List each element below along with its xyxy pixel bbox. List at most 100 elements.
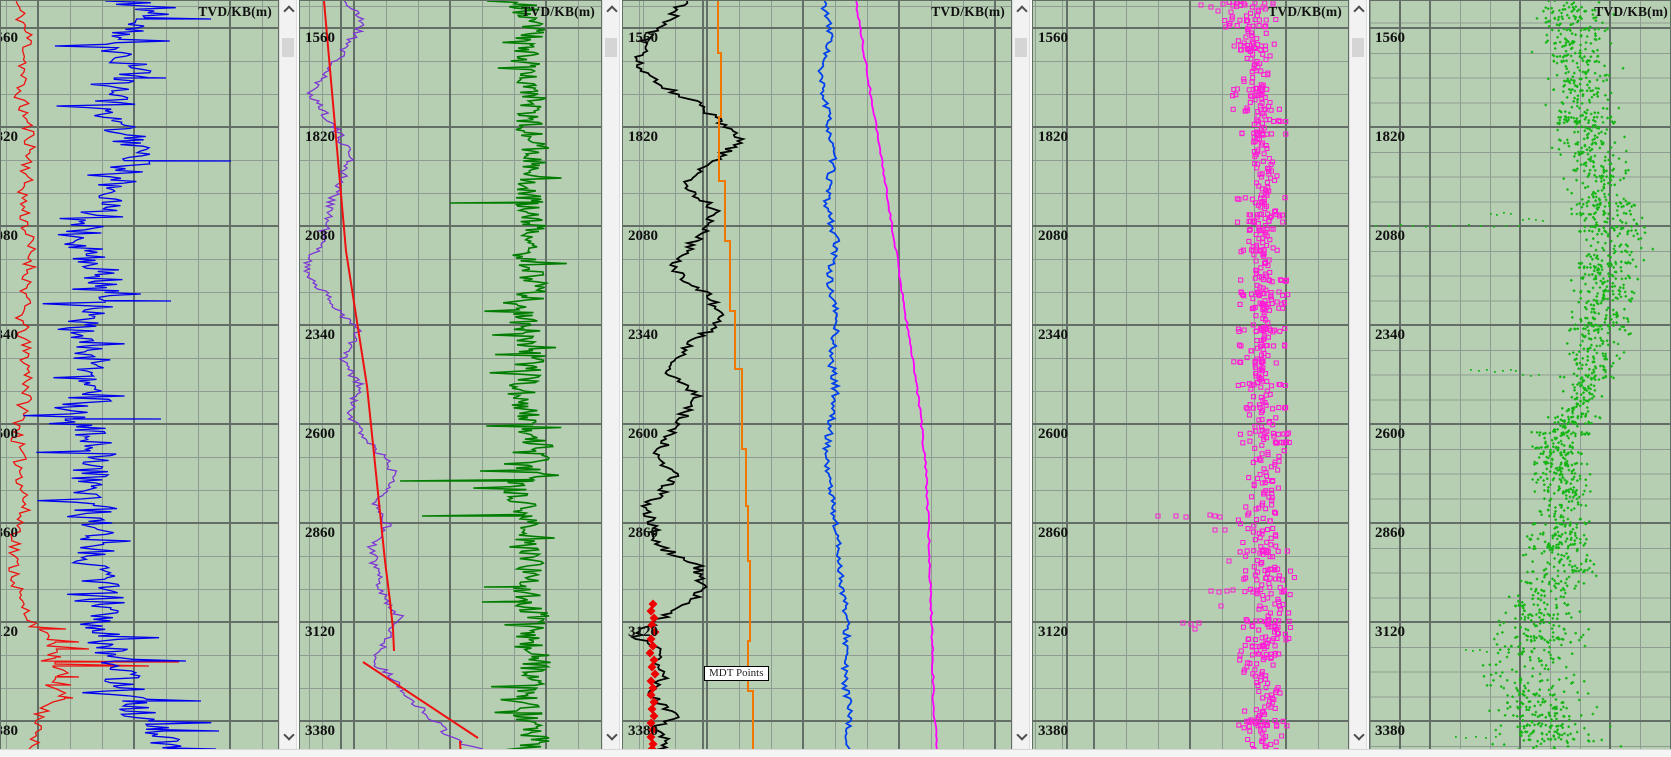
depth-label-2600: 2600 <box>1375 426 1405 442</box>
depth-label-2600: 2600 <box>1038 426 1068 442</box>
depth-label-2860: 2860 <box>305 525 335 541</box>
depth-label-1560: 1560 <box>1 30 18 46</box>
log-track-panel-2: TVD/KB(m) 1560 1820 2080 2340 2600 2860 3120 338… <box>299 0 620 757</box>
scrollbar-thumb[interactable] <box>1352 38 1364 57</box>
track-4-plot[interactable]: TVD/KB(m) 1560 1820 2080 2340 2600 2860 3120 338… <box>1032 0 1349 749</box>
curve-magenta-square-scatter <box>1222 1 1297 749</box>
depth-label-1820: 1820 <box>1038 129 1068 145</box>
track-2-plot[interactable]: TVD/KB(m) 1560 1820 2080 2340 2600 2860 3120 338… <box>299 0 602 749</box>
scroll-down-icon[interactable] <box>1013 729 1029 745</box>
depth-label-2080: 2080 <box>628 228 658 244</box>
depth-label-2860: 2860 <box>1 525 18 541</box>
scrollbar-thumb[interactable] <box>1015 38 1027 57</box>
depth-label-3120: 3120 <box>1038 624 1068 640</box>
chevron-up-icon <box>1016 5 1028 17</box>
depth-label-2080: 2080 <box>1 228 18 244</box>
depth-label-2340: 2340 <box>1375 327 1405 343</box>
curve-magenta-line <box>855 1 938 749</box>
depth-unit-label: TVD/KB(m) <box>1268 4 1342 19</box>
curve-green-plus-scatter <box>1481 1 1655 749</box>
depth-label-3120: 3120 <box>1 624 18 640</box>
curve-red-log <box>7 1 180 749</box>
depth-unit-label: TVD/KB(m) <box>1594 4 1668 19</box>
depth-label-2340: 2340 <box>628 327 658 343</box>
scroll-up-icon[interactable] <box>1350 3 1366 18</box>
depth-label-2080: 2080 <box>1375 228 1405 244</box>
scrollbar-thumb[interactable] <box>282 38 294 57</box>
depth-label-2600: 2600 <box>305 426 335 442</box>
depth-label-3120: 3120 <box>1375 624 1405 640</box>
track-3-vertical-scrollbar[interactable] <box>1012 0 1030 749</box>
depth-label-3380: 3380 <box>628 723 658 739</box>
depth-label-3120: 3120 <box>305 624 335 640</box>
chevron-down-icon <box>1016 729 1028 741</box>
depth-label-2340: 2340 <box>1038 327 1068 343</box>
depth-label-2340: 2340 <box>1 327 18 343</box>
depth-label-1560: 1560 <box>305 30 335 46</box>
scroll-up-icon[interactable] <box>603 3 619 18</box>
track-4-vertical-scrollbar[interactable] <box>1349 0 1367 749</box>
depth-label-2340: 2340 <box>305 327 335 343</box>
scroll-down-icon[interactable] <box>603 729 619 745</box>
track-3-curves <box>629 1 938 749</box>
track-1-vertical-scrollbar[interactable] <box>279 0 297 749</box>
horizontal-scrollbar-track[interactable] <box>0 749 1671 757</box>
curve-magenta-outlier-squares <box>1155 1 1276 632</box>
depth-unit-label: TVD/KB(m) <box>198 4 272 19</box>
depth-label-3380: 3380 <box>305 723 335 739</box>
curve-green-sparse-dots <box>1375 212 1544 739</box>
depth-label-3120: 3120 <box>628 624 658 640</box>
curve-red-trend-line <box>323 1 479 749</box>
chevron-down-icon <box>283 729 295 741</box>
curve-blue-smooth-log <box>817 1 854 749</box>
depth-label-2600: 2600 <box>628 426 658 442</box>
chevron-up-icon <box>606 5 618 17</box>
chevron-down-icon <box>606 729 618 741</box>
depth-unit-label: TVD/KB(m) <box>521 4 595 19</box>
track-4-curves <box>1155 1 1297 749</box>
depth-label-3380: 3380 <box>1038 723 1068 739</box>
track-2-vertical-scrollbar[interactable] <box>602 0 620 749</box>
depth-label-1560: 1560 <box>1375 30 1405 46</box>
track-1-plot[interactable]: TVD/KB(m) 1560 1820 2080 2340 2600 2860 3120 338… <box>0 0 279 749</box>
depth-label-2080: 2080 <box>305 228 335 244</box>
curve-darkgreen-log <box>399 1 567 749</box>
track-1-curves <box>7 1 232 749</box>
log-track-panel-3: TVD/KB(m) 1560 1820 2080 2340 2600 2860 3120 338… <box>622 0 1030 757</box>
depth-label-3380: 3380 <box>1375 723 1405 739</box>
depth-label-1820: 1820 <box>305 129 335 145</box>
curve-black-log <box>629 1 747 749</box>
scroll-up-icon[interactable] <box>1013 3 1029 18</box>
track-2-curves <box>302 1 567 749</box>
scrollbar-thumb[interactable] <box>605 38 617 57</box>
track-5-plot[interactable]: TVD/KB(m) 1560 1820 2080 2340 2600 2860 3120 338… <box>1369 0 1671 749</box>
curve-orange-step-line <box>717 1 754 749</box>
track-5-curves <box>1375 1 1655 749</box>
depth-label-2080: 2080 <box>1038 228 1068 244</box>
curve-mdt-points-markers <box>645 599 660 749</box>
depth-label-1820: 1820 <box>1 129 18 145</box>
depth-label-2600: 2600 <box>1 426 18 442</box>
scroll-down-icon[interactable] <box>1350 729 1366 745</box>
chevron-up-icon <box>283 5 295 17</box>
log-track-panel-4: TVD/KB(m) 1560 1820 2080 2340 2600 2860 3120 338… <box>1032 0 1367 757</box>
depth-label-1560: 1560 <box>628 30 658 46</box>
log-track-panel-1: TVD/KB(m) 1560 1820 2080 2340 2600 2860 3120 338… <box>0 0 297 757</box>
curve-blue-log <box>23 1 232 749</box>
chevron-up-icon <box>1353 5 1365 17</box>
depth-unit-label: TVD/KB(m) <box>931 4 1005 19</box>
depth-label-1820: 1820 <box>1375 129 1405 145</box>
log-track-panel-5: TVD/KB(m) 1560 1820 2080 2340 2600 2860 3120 338… <box>1369 0 1671 757</box>
depth-label-3380: 3380 <box>1 723 18 739</box>
depth-label-1560: 1560 <box>1038 30 1068 46</box>
scroll-down-icon[interactable] <box>280 729 296 745</box>
depth-label-2860: 2860 <box>628 525 658 541</box>
track-3-plot[interactable]: TVD/KB(m) 1560 1820 2080 2340 2600 2860 3120 338… <box>622 0 1012 749</box>
mdt-points-label: MDT Points <box>704 666 769 681</box>
depth-label-2860: 2860 <box>1038 525 1068 541</box>
scroll-up-icon[interactable] <box>280 3 296 18</box>
chevron-down-icon <box>1353 729 1365 741</box>
depth-label-1820: 1820 <box>628 129 658 145</box>
